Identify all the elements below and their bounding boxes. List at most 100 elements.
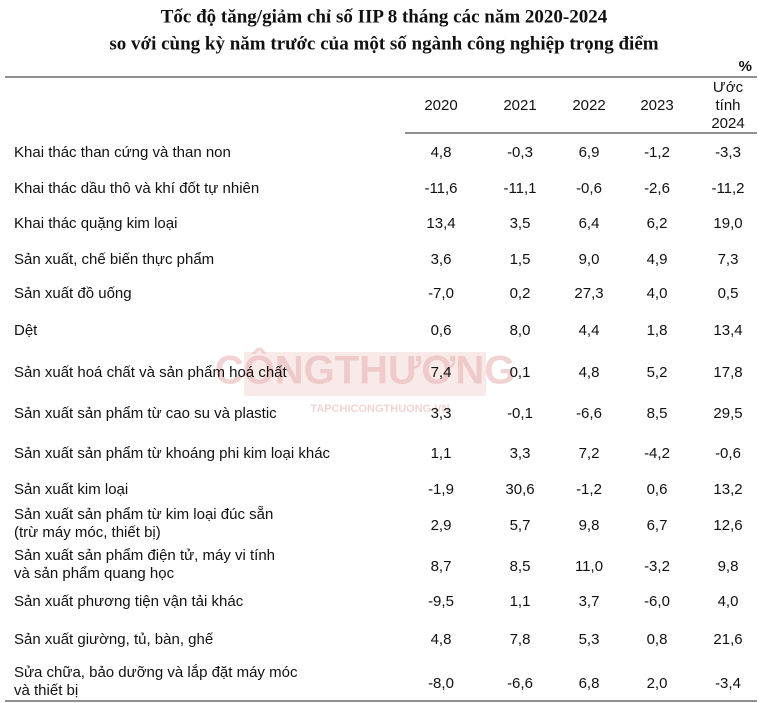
row-label: Sửa chữa, bảo dưỡng và lắp đặt máy móc bbox=[14, 664, 298, 681]
cell-value: 8,7 bbox=[431, 558, 452, 575]
cell-value: 0,2 bbox=[510, 285, 531, 302]
cell-value: 0,5 bbox=[718, 285, 739, 302]
row-label: Khai thác quặng kim loại bbox=[14, 215, 177, 232]
cell-value: 7,3 bbox=[718, 251, 739, 268]
row-label: Sản xuất hoá chất và sản phẩm hoá chất bbox=[14, 364, 288, 381]
row-label: Sản xuất sản phẩm từ khoáng phi kim loại… bbox=[14, 445, 331, 462]
watermark-box bbox=[244, 352, 486, 396]
row-label: Khai thác dầu thô và khí đốt tự nhiên bbox=[14, 180, 259, 197]
row-label: Sản xuất sản phẩm điện tử, máy vi tính bbox=[14, 547, 275, 564]
cell-value: -2,6 bbox=[644, 180, 670, 197]
row-label: Sản xuất kim loại bbox=[14, 481, 128, 498]
cell-value: 3,5 bbox=[510, 215, 531, 232]
cell-value: -0,6 bbox=[715, 445, 741, 462]
cell-value: -6,0 bbox=[644, 593, 670, 610]
row-label: Sản xuất sản phẩm từ kim loại đúc sẵn bbox=[14, 506, 273, 523]
cell-value: 3,3 bbox=[510, 445, 531, 462]
row-label: Sản xuất phương tiện vận tải khác bbox=[14, 593, 244, 610]
row-label: Sản xuất sản phẩm từ cao su và plastic bbox=[14, 405, 277, 422]
cell-value: 2,0 bbox=[647, 675, 668, 692]
unit: % bbox=[739, 58, 752, 75]
column-header: 2023 bbox=[640, 97, 673, 114]
cell-value: 8,5 bbox=[510, 558, 531, 575]
cell-value: -1,9 bbox=[428, 481, 454, 498]
cell-value: 4,9 bbox=[647, 251, 668, 268]
cell-value: -4,2 bbox=[644, 445, 670, 462]
cell-value: -8,0 bbox=[428, 675, 454, 692]
cell-value: -0,6 bbox=[576, 180, 602, 197]
cell-value: -9,5 bbox=[428, 593, 454, 610]
watermark: TAPCHICONGTHUONG.VN bbox=[310, 403, 449, 415]
cell-value: 12,6 bbox=[713, 517, 742, 534]
column-header: tính bbox=[715, 97, 740, 114]
cell-value: 27,3 bbox=[574, 285, 603, 302]
row-label: Sản xuất giường, tủ, bàn, ghế bbox=[14, 631, 214, 648]
cell-value: -3,4 bbox=[715, 675, 741, 692]
column-header: Ước bbox=[713, 79, 744, 96]
title-line: Tốc độ tăng/giảm chỉ số IIP 8 tháng các … bbox=[161, 6, 608, 27]
cell-value: 4,4 bbox=[579, 322, 600, 339]
cell-value: 6,2 bbox=[647, 215, 668, 232]
cell-value: 1,5 bbox=[510, 251, 531, 268]
cell-value: -1,2 bbox=[644, 144, 670, 161]
cell-value: -1,2 bbox=[576, 481, 602, 498]
watermark: CÔNGTHƯƠNG bbox=[215, 347, 516, 393]
cell-value: 0,6 bbox=[647, 481, 668, 498]
cell-value: 3,7 bbox=[579, 593, 600, 610]
cell-value: 8,5 bbox=[647, 405, 668, 422]
cell-value: -6,6 bbox=[576, 405, 602, 422]
cell-value: -11,2 bbox=[711, 180, 744, 197]
cell-value: 19,0 bbox=[713, 215, 742, 232]
column-header: 2020 bbox=[424, 97, 457, 114]
cell-value: 7,4 bbox=[431, 364, 452, 381]
cell-value: 0,6 bbox=[431, 322, 452, 339]
column-header: 2024 bbox=[711, 115, 744, 132]
column-header: 2021 bbox=[503, 97, 536, 114]
row-label: Sản xuất đồ uống bbox=[14, 285, 132, 302]
row-label: và sản phẩm quang học bbox=[14, 565, 175, 582]
cell-value: 21,6 bbox=[713, 631, 742, 648]
row-label: Khai thác than cứng và than non bbox=[14, 144, 231, 161]
cell-value: 30,6 bbox=[505, 481, 534, 498]
cell-value: 8,0 bbox=[510, 322, 531, 339]
cell-value: 5,7 bbox=[510, 517, 531, 534]
cell-value: 13,4 bbox=[426, 215, 455, 232]
cell-value: 7,8 bbox=[510, 631, 531, 648]
row-label: Sản xuất, chế biến thực phẩm bbox=[14, 251, 214, 268]
cell-value: 2,9 bbox=[431, 517, 452, 534]
cell-value: 0,8 bbox=[647, 631, 668, 648]
cell-value: 13,4 bbox=[713, 322, 742, 339]
cell-value: 0,1 bbox=[510, 364, 531, 381]
cell-value: 3,3 bbox=[431, 405, 452, 422]
cell-value: -11,1 bbox=[503, 180, 536, 197]
column-header: 2022 bbox=[572, 97, 605, 114]
cell-value: 4,8 bbox=[579, 364, 600, 381]
cell-value: 6,4 bbox=[579, 215, 600, 232]
cell-value: 4,0 bbox=[647, 285, 668, 302]
cell-value: 4,0 bbox=[718, 593, 739, 610]
title-line: so với cùng kỳ năm trước của một số ngàn… bbox=[109, 33, 658, 54]
cell-value: 1,1 bbox=[431, 445, 452, 462]
cell-value: -0,1 bbox=[507, 405, 533, 422]
cell-value: 6,9 bbox=[579, 144, 600, 161]
cell-value: -3,2 bbox=[644, 558, 670, 575]
cell-value: 1,1 bbox=[510, 593, 531, 610]
cell-value: 3,6 bbox=[431, 251, 452, 268]
cell-value: 9,8 bbox=[579, 517, 600, 534]
cell-value: -11,6 bbox=[424, 180, 457, 197]
cell-value: 5,2 bbox=[647, 364, 668, 381]
row-label: (trừ máy móc, thiết bị) bbox=[14, 524, 161, 541]
cell-value: 5,3 bbox=[579, 631, 600, 648]
cell-value: 4,8 bbox=[431, 631, 452, 648]
cell-value: 6,8 bbox=[579, 675, 600, 692]
cell-value: 9,8 bbox=[718, 558, 739, 575]
row-label: và thiết bị bbox=[14, 682, 78, 699]
cell-value: -6,6 bbox=[507, 675, 533, 692]
cell-value: 1,8 bbox=[647, 322, 668, 339]
cell-value: -0,3 bbox=[507, 144, 533, 161]
cell-value: 29,5 bbox=[713, 405, 742, 422]
cell-value: 7,2 bbox=[579, 445, 600, 462]
cell-value: 4,8 bbox=[431, 144, 452, 161]
cell-value: 17,8 bbox=[713, 364, 742, 381]
